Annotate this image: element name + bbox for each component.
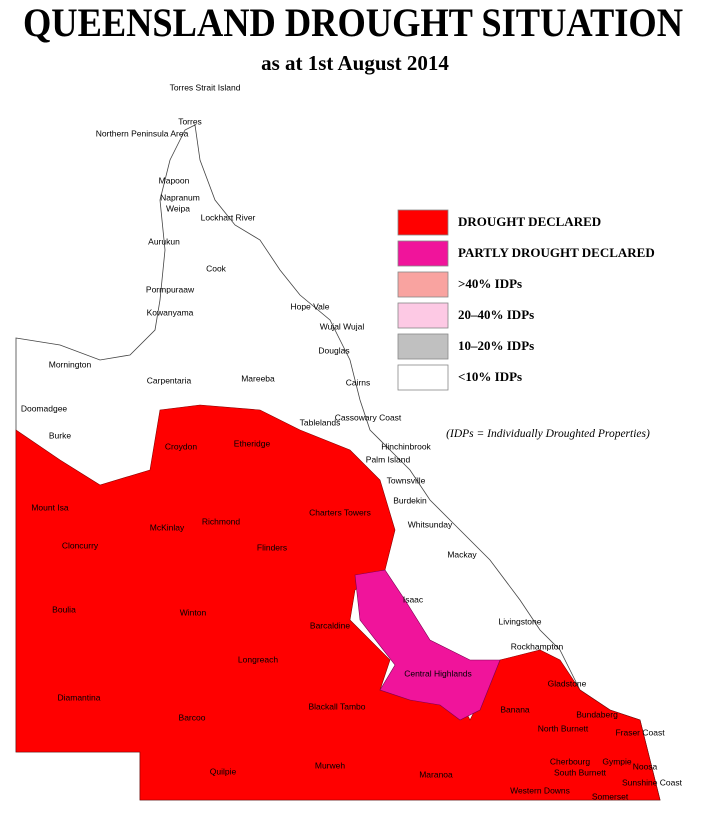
region-label: Fraser Coast (615, 727, 665, 737)
legend-label: DROUGHT DECLARED (458, 214, 601, 229)
region-label: Wujal Wujal (320, 321, 365, 331)
region-label: Flinders (257, 542, 287, 552)
region-label: Longreach (238, 654, 278, 664)
region-label: Cherbourg (550, 756, 590, 766)
region-label: Gladstone (548, 678, 587, 688)
region-label: Lockhart River (201, 212, 256, 222)
region-label: Aurukun (148, 236, 180, 246)
legend-swatch (397, 364, 449, 391)
legend-label: 20–40% IDPs (458, 307, 534, 322)
region-label: Torres (178, 116, 202, 126)
region-label: Mount Isa (31, 502, 69, 512)
legend-swatch (397, 209, 449, 236)
region-label: Weipa (166, 203, 190, 213)
region-label: Quilpie (210, 766, 237, 776)
legend-swatch (397, 240, 449, 267)
title: QUEENSLAND DROUGHT SITUATION (23, 0, 683, 45)
legend: DROUGHT DECLARED PARTLY DROUGHT DECLARED >… (397, 209, 655, 391)
region-label: Carpentaria (147, 375, 192, 385)
region-label: Tablelands (300, 417, 341, 427)
region-label: Barcoo (179, 712, 206, 722)
legend-note: (IDPs = Individually Droughted Propertie… (446, 428, 650, 440)
region-label: Mornington (49, 359, 92, 369)
region-label: Boulia (52, 604, 76, 614)
region-label: Mapoon (159, 175, 190, 185)
region-label: Napranum (160, 192, 200, 202)
region-label: Central Highlands (404, 668, 472, 678)
region-label: Etheridge (234, 438, 271, 448)
region-label: Burdekin (393, 495, 427, 505)
region-label: Gympie (602, 756, 632, 766)
region-label: Townsville (387, 475, 426, 485)
region-label: Charters Towers (309, 507, 371, 517)
region-label: Rockhampton (511, 641, 564, 651)
region-label: Cairns (346, 377, 371, 387)
region-label: Sunshine Coast (622, 777, 683, 787)
partly-drought-area (354, 569, 501, 721)
region-label: Whitsunday (408, 519, 453, 529)
region-label: Doomadgee (21, 403, 68, 413)
region-label: Hinchinbrook (381, 441, 431, 451)
legend-label: 10–20% IDPs (458, 338, 534, 353)
region-label: Mareeba (241, 373, 275, 383)
region-labels: Torres Strait Island Torres Northern Penin… (21, 82, 683, 801)
region-label: North Burnett (538, 723, 589, 733)
region-label: Torres Strait Island (170, 82, 241, 92)
region-label: Bundaberg (576, 709, 618, 719)
legend-label: PARTLY DROUGHT DECLARED (458, 245, 655, 260)
subtitle: as at 1st August 2014 (261, 51, 449, 75)
region-label: Diamantina (58, 692, 101, 702)
legend-swatch (397, 271, 449, 298)
region-label: Mackay (447, 549, 477, 559)
region-label: Murweh (315, 760, 346, 770)
region-label: Noosa (633, 761, 658, 771)
region-label: Richmond (202, 516, 241, 526)
region-label: Kowanyama (147, 307, 194, 317)
region-label: South Burnett (554, 767, 607, 777)
region-label: Winton (180, 607, 207, 617)
region-label: Blackall Tambo (308, 701, 365, 711)
legend-swatch (397, 333, 449, 360)
region-label: Cassowary Coast (335, 412, 402, 422)
region-label: Cook (206, 263, 227, 273)
region-label: Cloncurry (62, 540, 99, 550)
region-label: Somerset (592, 791, 629, 801)
region-label: Livingstone (498, 616, 541, 626)
legend-label: <10% IDPs (458, 369, 522, 384)
region-label: Western Downs (510, 785, 570, 795)
region-label: Burke (49, 430, 71, 440)
region-label: Banana (500, 704, 530, 714)
region-label: Douglas (318, 345, 349, 355)
region-label: Croydon (165, 441, 197, 451)
region-label: Barcaldine (310, 620, 350, 630)
legend-swatch (397, 302, 449, 329)
region-label: Palm Island (366, 454, 411, 464)
legend-label: >40% IDPs (458, 276, 522, 291)
region-label: McKinlay (150, 522, 185, 532)
region-label: Pormpuraaw (146, 284, 195, 294)
region-label: Hope Vale (290, 301, 329, 311)
region-label: Northern Peninsula Area (96, 128, 189, 138)
region-label: Isaac (403, 594, 424, 604)
region-label: Maranoa (419, 769, 453, 779)
